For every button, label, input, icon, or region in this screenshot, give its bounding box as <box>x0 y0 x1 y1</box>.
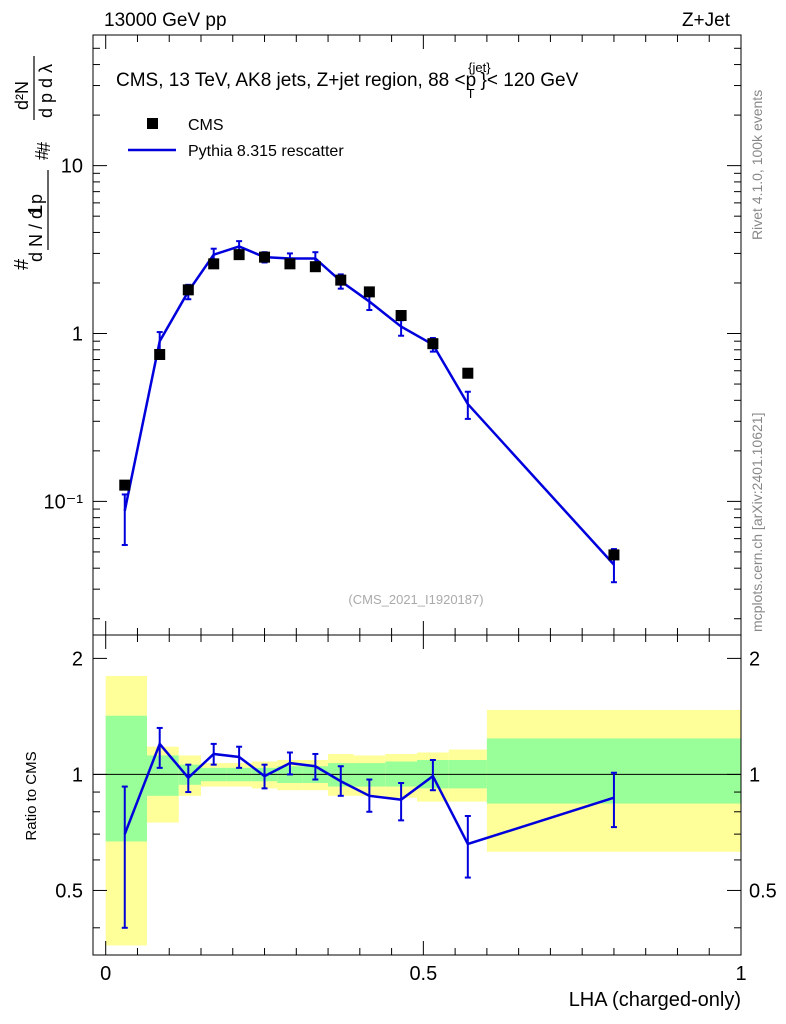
legend-cms-label: CMS <box>188 117 224 134</box>
ratio-pythia-line <box>123 741 615 846</box>
legend-pythia-label: Pythia 8.315 rescatter <box>188 143 344 160</box>
ratio-y-tick-label-right: 2 <box>749 648 760 670</box>
ylabel-dpt-dlambda: d p d λ <box>36 64 56 118</box>
x-axis-label: LHA (charged-only) <box>569 989 741 1011</box>
cms-data-point <box>395 310 407 322</box>
ratio-band-inner <box>105 715 147 842</box>
ylabel-denominator: d N / d p <box>26 194 46 262</box>
ratio-y-axis-label: Ratio to CMS <box>23 751 40 840</box>
main-y-tick-label: 1 <box>72 324 83 346</box>
cms-data-point <box>363 286 375 298</box>
axis-tick-labels: 10⁻¹ 1 10 0.5 0.5 1 1 2 2 0 0.5 1 <box>44 156 777 985</box>
ratio-y-tick-label-left: 0.5 <box>55 880 83 902</box>
legend-cms-marker <box>147 118 158 129</box>
ratio-pythia-series <box>121 726 617 929</box>
mcplots-label: mcplots.cern.ch [arXiv:2401.10621] <box>749 413 765 632</box>
chart-title: CMS, 13 TeV, AK8 jets, Z+jet region, 88 … <box>116 60 579 101</box>
ylabel-hash-2: # <box>34 142 54 152</box>
ylabel-hash: # <box>11 258 33 270</box>
cms-data-point <box>182 284 194 296</box>
ratio-y-tick-label-right: 0.5 <box>749 880 777 902</box>
ratio-y-tick-label-right: 1 <box>749 764 760 786</box>
x-tick-label: 1 <box>735 963 746 985</box>
cms-data-point <box>427 338 439 350</box>
cms-data-point <box>259 251 271 263</box>
x-tick-label: 0 <box>100 963 111 985</box>
ratio-y-tick-label-left: 1 <box>72 764 83 786</box>
main-y-axis-label: # 1 # d N / d p d²N d p d λ # <box>11 56 56 270</box>
cms-data-point <box>119 479 131 491</box>
cms-data-point <box>233 249 245 261</box>
main-y-tick-label: 10 <box>61 156 83 178</box>
main-y-tick-label: 10⁻¹ <box>44 491 84 513</box>
cms-data-point <box>462 367 474 379</box>
cms-data-point <box>154 348 166 360</box>
ratio-uncertainty-bands <box>105 676 741 946</box>
ylabel-fraction: 1 <box>25 204 47 215</box>
cms-data-point <box>284 258 296 270</box>
svg-text:#: # <box>11 258 33 270</box>
process-label: Z+Jet <box>682 10 731 31</box>
analysis-id-label: (CMS_2021_I1920187) <box>348 592 483 607</box>
legend: CMS Pythia 8.315 rescatter <box>128 117 344 160</box>
main-cms-series <box>119 249 620 561</box>
ylabel-d2n: d²N <box>12 81 32 110</box>
cms-data-point <box>309 261 321 273</box>
cms-data-point <box>335 274 347 286</box>
rivet-version-label: Rivet 4.1.0, 100k events <box>749 90 765 240</box>
ratio-y-tick-label-left: 2 <box>72 648 83 670</box>
ylabel-numerator: # <box>32 150 52 160</box>
cms-data-point <box>608 549 620 561</box>
cms-data-point <box>208 258 220 270</box>
beam-energy-label: 13000 GeV pp <box>104 10 227 31</box>
ratio-plot-frame <box>92 634 742 956</box>
axis-ticks <box>93 34 742 955</box>
x-tick-label: 0.5 <box>409 963 437 985</box>
